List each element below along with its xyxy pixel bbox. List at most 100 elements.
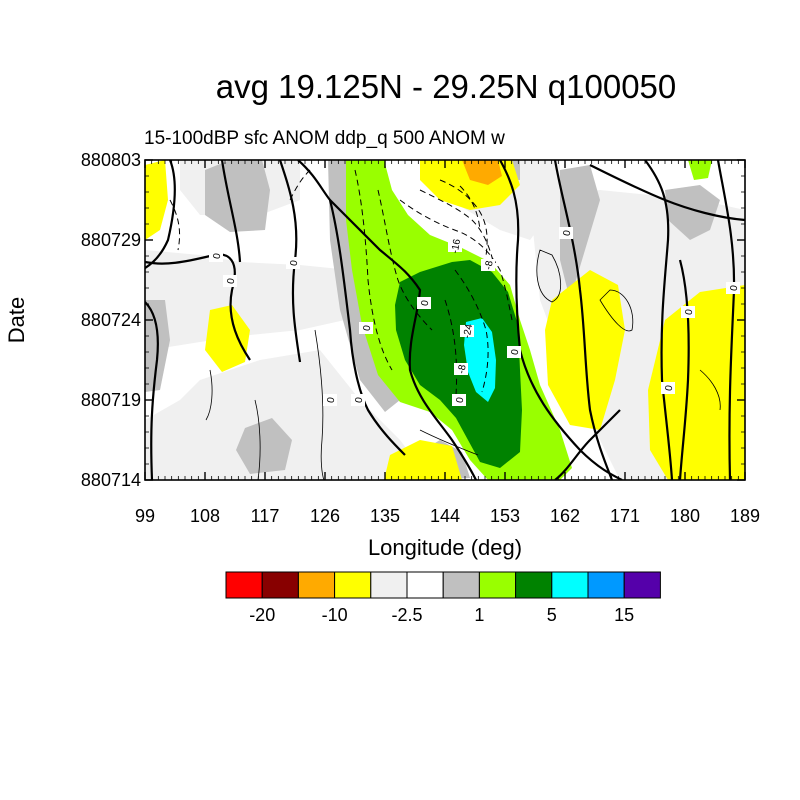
x-tick-label: 180 xyxy=(670,506,700,526)
y-tick-labels: 880714 880719 880724 880729 880803 xyxy=(81,150,141,490)
contour-pos-4 xyxy=(536,249,562,303)
colorbar-labels: -20 -10 -2.5 1 5 15 xyxy=(249,605,634,625)
contour-label-bg xyxy=(448,240,462,252)
contour-label-bg xyxy=(726,282,740,294)
contour-zero-11 xyxy=(644,160,674,480)
contour-label: -16 xyxy=(450,238,463,255)
y-tick-label: 880719 xyxy=(81,390,141,410)
contour-label-bg xyxy=(359,322,373,334)
x-tick-label: 117 xyxy=(251,506,280,526)
contour-pos-1 xyxy=(254,399,261,480)
x-tick-label: 144 xyxy=(430,506,460,526)
y-tick-label: 880803 xyxy=(81,150,141,170)
colorbar-label: 5 xyxy=(547,605,557,625)
contour-zero-3 xyxy=(145,253,251,361)
colorbar-label: 1 xyxy=(474,605,484,625)
x-tick-label: 189 xyxy=(730,506,760,526)
colorbar-swatch xyxy=(261,571,299,599)
x-tick-labels: 99 108 117 126 135 144 153 162 171 180 189 xyxy=(135,506,760,526)
contour-pos-3 xyxy=(314,329,325,480)
contour-neg-4 xyxy=(419,189,495,266)
y-tick-label: 880729 xyxy=(81,230,141,250)
contour-neg-9 xyxy=(289,169,311,201)
fill-yellow-1 xyxy=(145,160,168,240)
contour-label-bg xyxy=(452,394,466,406)
colorbar-swatch xyxy=(587,571,625,599)
contour-label-bg xyxy=(323,394,337,406)
fill-yellow-6 xyxy=(384,440,462,480)
chart-subtitle: 15-100dBP sfc ANOM ddp_q 500 ANOM w xyxy=(144,128,505,149)
contour-zero-4 xyxy=(220,160,242,263)
y-axis-label: Date xyxy=(4,297,29,343)
contour-label-bg xyxy=(559,227,573,239)
contour-neg-3 xyxy=(399,199,513,321)
contour-label-bg xyxy=(507,346,521,358)
colorbar-swatch xyxy=(478,571,517,599)
contour-label: 0 xyxy=(354,396,366,404)
contour-pos-5 xyxy=(599,289,634,332)
colorbar-swatch xyxy=(623,571,661,599)
contour-label: 0 xyxy=(212,252,224,260)
contour-label: -24 xyxy=(462,323,475,340)
colorbar-swatch xyxy=(334,571,372,599)
fill-lightgreen-small xyxy=(688,160,712,180)
fill-gray-6 xyxy=(665,185,720,240)
x-tick-label: 162 xyxy=(550,506,580,526)
colorbar-swatch xyxy=(225,571,263,599)
contour-neg-7 xyxy=(454,269,489,393)
colorbar-label: -20 xyxy=(249,605,275,625)
contour-label-bg xyxy=(661,382,675,394)
contour-label-bg xyxy=(351,394,365,406)
x-tick-label: 135 xyxy=(370,506,400,526)
colorbar-swatch xyxy=(406,571,444,599)
fill-orange-1 xyxy=(462,160,502,185)
contour-neg-5 xyxy=(439,179,488,257)
contour-zero-7 xyxy=(297,160,477,480)
contour-zero-14 xyxy=(554,409,621,480)
contour-zero-1 xyxy=(145,301,159,480)
contour-pos-7 xyxy=(699,369,721,411)
contour-label-bg xyxy=(481,259,495,271)
colorbar-label: -10 xyxy=(322,605,348,625)
contour-label: -8 xyxy=(456,364,468,375)
colorbar-swatch xyxy=(442,571,480,599)
contour-label: 0 xyxy=(664,384,676,392)
anomaly-fills xyxy=(145,160,745,480)
contour-label: 0 xyxy=(510,348,522,356)
contour-zero-9 xyxy=(553,160,614,480)
fill-gray-4 xyxy=(328,160,400,412)
chart-title: avg 19.125N - 29.25N q100050 xyxy=(216,68,677,105)
contour-labels: 0 0 0 0 0 0 -16 -8 -8 -24 0 0 0 0 0 0 0 xyxy=(209,227,740,406)
contour-pos-2 xyxy=(205,369,213,421)
contour-label: 0 xyxy=(362,324,374,332)
axis-ticks xyxy=(144,159,746,481)
colorbar-swatch xyxy=(297,571,336,599)
x-tick-label: 99 xyxy=(135,506,155,526)
colorbar-label: 15 xyxy=(614,605,634,625)
contour-pos-6 xyxy=(419,429,479,456)
colorbar-label: -2.5 xyxy=(391,605,422,625)
x-tick-label: 171 xyxy=(610,506,640,526)
contour-label-bg xyxy=(286,257,300,269)
x-tick-label: 126 xyxy=(310,506,340,526)
contour-label: 0 xyxy=(326,396,338,404)
fill-yellow-2 xyxy=(205,305,250,372)
contour-label-bg xyxy=(223,275,237,287)
colorbar-swatch xyxy=(551,571,589,599)
contour-label: 0 xyxy=(289,259,301,267)
contour-zero-6 xyxy=(328,199,406,456)
contour-label-bg xyxy=(681,306,695,318)
fill-cyan-core xyxy=(464,318,496,402)
fill-gray-2 xyxy=(205,160,270,232)
contour-label: 0 xyxy=(226,277,238,285)
fill-yellow-5 xyxy=(648,285,745,480)
contour-label: -8 xyxy=(483,260,495,271)
contour-neg-6 xyxy=(459,185,481,231)
colorbar-swatch xyxy=(370,571,408,599)
contour-zero-13 xyxy=(678,259,690,480)
contour-neg-1 xyxy=(354,169,393,371)
contour-label-bg xyxy=(460,325,474,337)
contour-label: 0 xyxy=(562,229,574,237)
y-tick-label: 880724 xyxy=(81,310,141,330)
